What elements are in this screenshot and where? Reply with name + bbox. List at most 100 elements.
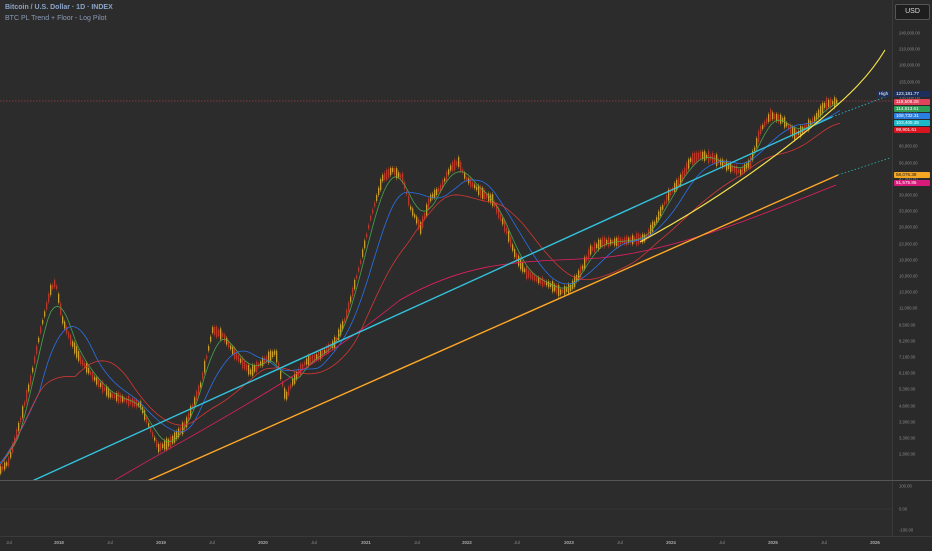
candle-body (524, 268, 526, 273)
candle-body (48, 293, 50, 303)
candle-body (550, 283, 552, 287)
candle-body (584, 257, 586, 270)
candle-body (208, 346, 210, 351)
price-axis[interactable]: 240,000.00 210,000.00 180,000.00 155,000.00… (892, 0, 932, 480)
candle-body (442, 180, 444, 188)
candle-body (532, 273, 534, 280)
candle-body (744, 164, 746, 172)
candle-body (676, 180, 678, 190)
candle-body (124, 397, 126, 402)
candle-body (268, 351, 270, 364)
price-axis-tick: 9,500.00 (899, 322, 916, 328)
candle-body (282, 382, 284, 387)
candle-body (664, 201, 666, 205)
indicator-axis-tick: 100.00 (899, 483, 912, 489)
candle-body (36, 346, 38, 354)
candle-body (788, 124, 790, 130)
candle-body (154, 437, 156, 441)
candle-body (106, 386, 108, 396)
candle-body (780, 114, 782, 124)
candle-body (594, 242, 596, 253)
candle-body (478, 185, 480, 195)
price-axis-tick: 6,100.00 (899, 370, 916, 376)
candle-body (64, 321, 66, 329)
candle-body (592, 246, 594, 251)
candle-body (488, 193, 490, 202)
candle-body (836, 99, 838, 105)
price-label-floor: 58,076.38 (894, 172, 930, 178)
candle-body (718, 159, 720, 164)
candle-body (772, 112, 774, 120)
candle-body (506, 227, 508, 234)
indicator-pane[interactable] (0, 481, 892, 536)
candle-body (826, 97, 828, 110)
candle-body (746, 163, 748, 169)
price-axis-tick: 16,000.00 (899, 273, 918, 279)
candle-body (440, 184, 442, 192)
candle-body (366, 233, 368, 238)
pane-divider[interactable] (0, 480, 932, 481)
candle-body (434, 189, 436, 199)
candle-body (732, 165, 734, 171)
currency-button[interactable]: USD (895, 4, 930, 20)
candle-body (178, 428, 180, 438)
candle-body (180, 427, 182, 435)
candle-body (596, 243, 598, 249)
main-chart-pane[interactable]: Bitcoin / U.S. Dollar · 1D · INDEX BTC P… (0, 0, 892, 480)
indicator-axis-tick: 0.00 (899, 506, 908, 512)
candle-body (528, 270, 530, 278)
candle-body (470, 178, 472, 187)
price-label-ma-green: 114,513.61 (894, 106, 930, 112)
candle-body (814, 116, 816, 122)
price-label-high: 123,181.77 (894, 91, 930, 97)
candle-body (728, 163, 730, 169)
symbol-title[interactable]: Bitcoin / U.S. Dollar · 1D · INDEX (5, 4, 113, 11)
candle-body (344, 318, 346, 322)
candle-body (496, 204, 498, 214)
candle-body (182, 422, 184, 435)
candle-body (400, 174, 402, 179)
candle-body (402, 173, 404, 183)
time-axis-tick: 2018 (54, 540, 64, 545)
candle-body (6, 462, 8, 466)
time-axis-tick: 2020 (258, 540, 268, 545)
candle-body (308, 355, 310, 366)
price-axis-tick: 5,300.00 (899, 386, 916, 392)
candle-body (822, 103, 824, 114)
candle-body (200, 382, 202, 388)
candle-body (432, 193, 434, 199)
candle-body (246, 364, 248, 371)
indicator-axis[interactable]: 100.00 0.00 -100.00 (892, 481, 932, 536)
candle-body (706, 154, 708, 159)
candle-body (264, 357, 266, 364)
candle-body (476, 186, 478, 190)
time-axis-tick: Jul (821, 540, 827, 545)
time-axis[interactable]: Jul 2018 Jul 2019 Jul 2020 Jul 2021 Jul 2022 Jul 20… (0, 536, 932, 551)
price-chart-canvas[interactable] (0, 0, 892, 480)
candle-body (108, 388, 110, 398)
candle-body (324, 350, 326, 354)
candle-body (834, 97, 836, 108)
price-axis-tick: 39,000.00 (899, 192, 918, 198)
candle-body (386, 169, 388, 180)
candle-body (564, 286, 566, 295)
candle-body (104, 387, 106, 391)
price-axis-tick: 130,000.00 (899, 95, 920, 101)
candle-body (538, 277, 540, 284)
candle-body (502, 218, 504, 225)
time-axis-tick: Jul (617, 540, 623, 545)
candle-body (232, 346, 234, 354)
time-axis-tick: 2026 (870, 540, 880, 545)
candle-body (348, 302, 350, 312)
candle-body (358, 267, 360, 272)
candle-body (612, 239, 614, 245)
candle-body (354, 279, 356, 290)
candle-body (260, 361, 262, 366)
candle-body (682, 170, 684, 182)
candle-body (464, 172, 466, 179)
time-axis-tick: Jul (107, 540, 113, 545)
price-axis-tick: 56,000.00 (899, 160, 918, 166)
indicator-name[interactable]: BTC PL Trend + Floor - Log Pilot (5, 15, 107, 22)
candle-body (692, 153, 694, 165)
candle-body (658, 211, 660, 221)
